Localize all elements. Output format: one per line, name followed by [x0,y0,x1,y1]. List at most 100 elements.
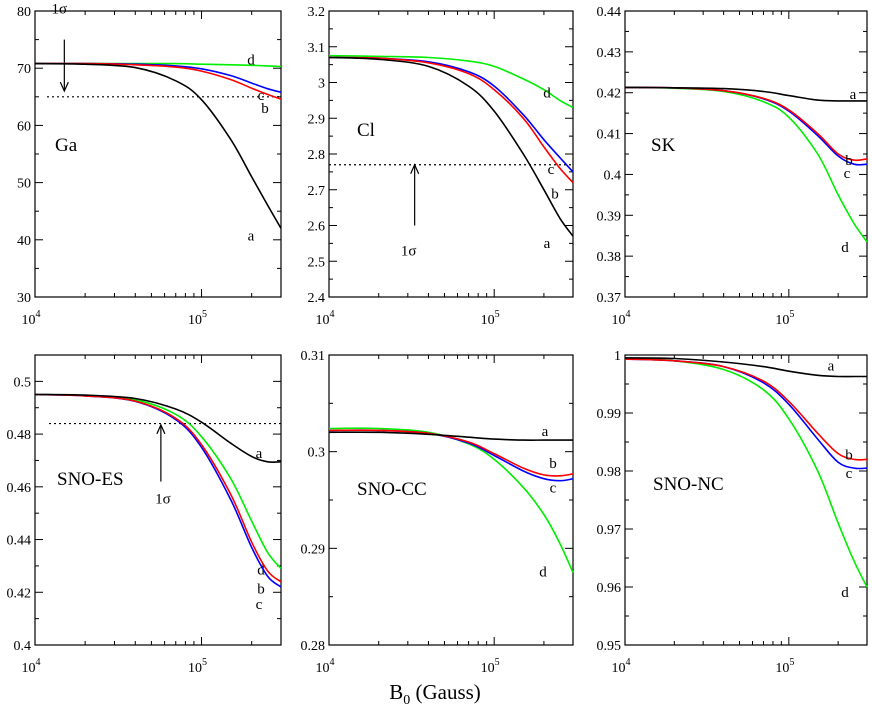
sigma-label: 1σ [52,2,68,18]
panel-title: SNO-ES [57,469,124,490]
sigma-label: 1σ [401,244,417,260]
y-tick-label: 0.42 [7,586,32,601]
series-line-a [328,431,573,441]
x-tick-label: 105 [188,657,207,676]
series-line-b [328,56,574,184]
series-label-a: a [828,358,835,374]
x-axis-title-subscript: 0 [403,693,410,708]
series-label-a: a [850,87,857,103]
panel-title: SNO-CC [357,479,427,500]
x-tick-label: 105 [481,657,500,676]
x-tick-base: 10 [612,313,626,328]
y-tick-label: 0.41 [597,128,622,143]
y-tick-label: 3.2 [308,5,326,20]
plot-frame [34,354,282,646]
sigma-arrow-head [156,423,166,435]
x-tick-label: 105 [481,309,500,328]
y-tick-label: 0.96 [597,581,622,596]
panel-title: Ga [55,135,78,156]
y-tick-label: 0.48 [7,428,32,443]
y-tick-label: 0.43 [597,46,622,61]
x-tick-exponent: 5 [495,657,500,668]
y-tick-label: 0.4 [604,168,622,183]
series-line-b [328,429,574,477]
y-tick-label: 2.7 [308,184,326,199]
series-label-d: d [539,565,547,581]
x-tick-label: 105 [775,657,794,676]
x-tick-label: 105 [775,309,794,328]
series-label-d: d [841,240,849,256]
y-tick-label: 50 [17,177,31,192]
series-line-b [624,358,868,461]
series-label-c: c [548,162,555,178]
x-tick-exponent: 5 [202,657,207,668]
series-line-d [328,54,574,109]
series-line-b [34,62,282,100]
x-tick-base: 10 [481,661,495,676]
y-tick-label: 70 [17,62,31,77]
panel-title: SK [651,135,676,156]
x-tick-base: 10 [481,313,495,328]
y-tick-label: 0.44 [7,534,32,549]
x-tick-exponent: 4 [626,309,631,320]
y-tick-label: 0.99 [597,407,622,422]
series-label-b: b [551,187,559,203]
sigma-arrow-head [410,163,420,174]
y-tick-label: 1 [614,349,621,364]
plot-frame [328,10,574,298]
y-tick-label: 60 [17,119,31,134]
x-tick-label: 104 [316,309,335,328]
series-line-c [328,56,574,173]
series-line-a [624,357,867,378]
y-tick-label: 40 [17,234,31,249]
y-tick-label: 0.39 [597,209,622,224]
y-tick-label: 3 [318,77,325,92]
series-line-b [34,393,282,583]
x-tick-exponent: 5 [202,309,207,320]
y-tick-label: 0.29 [301,542,326,557]
x-tick-exponent: 4 [36,309,41,320]
x-tick-exponent: 4 [626,657,631,668]
y-tick-label: 0.97 [597,523,622,538]
x-tick-base: 10 [316,661,330,676]
x-tick-base: 10 [188,313,202,328]
series-line-d [624,357,868,588]
series-line-a [328,56,574,237]
x-tick-base: 10 [775,313,789,328]
y-tick-label: 30 [17,291,31,306]
y-tick-label: 3.1 [308,41,326,56]
series-line-c [34,62,282,93]
series-line-a [624,86,867,102]
x-tick-exponent: 5 [495,309,500,320]
x-axis-title-units: (Gauss) [410,680,481,704]
y-tick-label: 0.3 [308,446,326,461]
series-label-d: d [247,52,255,68]
series-label-d: d [543,86,551,102]
y-tick-label: 2.5 [308,255,326,270]
x-axis-title-main: B [389,680,403,704]
y-tick-label: 2.9 [308,112,326,127]
x-tick-base: 10 [612,661,626,676]
series-line-d [328,427,574,573]
x-axis-title: B0 (Gauss) [389,680,481,708]
series-label-b: b [845,153,853,169]
series-label-b: b [257,582,265,598]
series-label-c: c [258,88,265,104]
series-label-a: a [248,228,255,244]
series-label-b: b [845,447,853,463]
y-tick-label: 0.31 [301,349,326,364]
x-tick-base: 10 [22,661,36,676]
panel-title: SNO-NC [653,474,724,495]
x-tick-label: 105 [188,309,207,328]
series-label-b: b [261,101,269,117]
series-label-a: a [544,236,551,252]
series-line-d [624,86,868,243]
x-tick-base: 10 [316,313,330,328]
series-label-a: a [542,424,549,440]
x-tick-exponent: 4 [330,309,335,320]
